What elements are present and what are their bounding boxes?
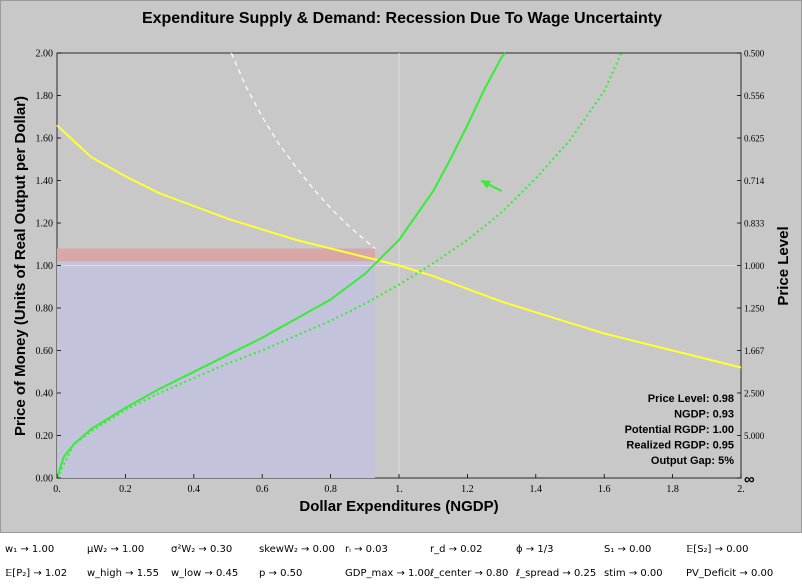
x-axis-title: Dollar Expenditures (NGDP) <box>299 498 498 515</box>
x-tick-label: 0.8 <box>324 484 337 495</box>
y2-tick-label: 5.000 <box>744 431 765 441</box>
y2-tick-label: 0.833 <box>744 219 765 229</box>
stat-ngdp: NGDP: 0.93 <box>674 409 734 421</box>
parameter-1-3: p → 0.50 <box>259 568 303 579</box>
x-tick-label: 0.4 <box>188 484 201 495</box>
y-tick-label: 1.20 <box>36 219 54 230</box>
y2-tick-label: 0.500 <box>744 49 765 59</box>
x-tick-label: 1.8 <box>666 484 679 495</box>
y-tick-label: 0.60 <box>36 346 54 357</box>
x-tick-label: 1. <box>395 484 403 495</box>
parameter-1-2: w_low → 0.45 <box>171 568 239 579</box>
parameter-0-5: r_d → 0.02 <box>430 544 483 555</box>
y2-tick-label: 0.625 <box>744 134 765 144</box>
parameter-0-2: σ²W₂ → 0.30 <box>171 544 233 555</box>
x-tick-label: 1.6 <box>598 484 611 495</box>
y-tick-label: 1.00 <box>36 261 54 272</box>
stat-output-gap: Output Gap: 5% <box>651 455 734 467</box>
y2-tick-label: 0.714 <box>744 176 765 186</box>
shaded-gap-region <box>57 248 376 262</box>
parameter-1-7: stim → 0.00 <box>604 568 663 579</box>
parameter-0-6: ϕ → 1/3 <box>516 544 554 555</box>
x-tick-label: 0.6 <box>256 484 269 495</box>
y2-tick-label: 1.250 <box>744 304 765 314</box>
parameter-0-0: w₁ → 1.00 <box>5 544 55 555</box>
parameter-0-1: μW₂ → 1.00 <box>87 544 145 555</box>
parameter-0-4: rᵢ → 0.03 <box>345 544 388 555</box>
y2-tick-label: ∞ <box>744 471 755 488</box>
y-tick-label: 1.40 <box>36 176 54 187</box>
parameter-panel: w₁ → 1.00 μW₂ → 1.00 σ²W₂ → 0.30 skewW₂ → 0… <box>0 534 802 588</box>
y2-tick-label: 1.000 <box>744 261 765 271</box>
shift-arrow-head <box>481 180 492 189</box>
parameter-0-8: 𝔼[S₂] → 0.00 <box>686 544 749 555</box>
parameter-1-4: GDP_max → 1.00 <box>345 568 431 579</box>
stat-price-level: Price Level: 0.98 <box>648 393 734 405</box>
y2-tick-label: 1.667 <box>744 346 765 356</box>
y-tick-label: 1.60 <box>36 134 54 145</box>
y2-tick-label: 2.500 <box>744 389 765 399</box>
chart-svg: Expenditure Supply & Demand: Recession D… <box>12 10 792 515</box>
series-line-4 <box>230 52 376 249</box>
y-tick-label: 0.00 <box>36 474 54 485</box>
shaded-expenditure-region <box>57 261 376 478</box>
parameter-0-7: S₁ → 0.00 <box>604 544 652 555</box>
y-tick-label: 1.80 <box>36 91 54 102</box>
y2-tick-label: 0.556 <box>744 91 765 101</box>
parameter-1-1: w_high → 1.55 <box>87 568 159 579</box>
parameter-1-6: ℓ_spread → 0.25 <box>516 568 597 579</box>
series-line-2 <box>56 52 506 479</box>
stat-potential-rgdp: Potential RGDP: 1.00 <box>625 424 734 436</box>
y-tick-label: 0.40 <box>36 389 54 400</box>
y-tick-label: 0.80 <box>36 304 54 315</box>
y-tick-label: 0.20 <box>36 431 54 442</box>
stat-realized-rgdp: Realized RGDP: 0.95 <box>626 440 734 452</box>
y2-axis-title: Price Level <box>775 226 792 305</box>
x-tick-label: 1.2 <box>461 484 474 495</box>
plot-area: 0. 0.2 0.4 0.6 0.8 1. 1.2 1.4 1.6 1.8 2. 0.00 0.20 0.… <box>36 49 765 496</box>
parameter-1-5: ℓ_center → 0.80 <box>430 568 509 579</box>
parameter-1-0: 𝔼[P₂] → 1.02 <box>5 568 68 579</box>
x-tick-label: 0.2 <box>119 484 132 495</box>
y-axis-title: Price of Money (Units of Real Output per… <box>12 96 29 436</box>
chart-frame: Expenditure Supply & Demand: Recession D… <box>0 0 802 533</box>
parameter-1-8: PV_Deficit → 0.00 <box>686 568 774 579</box>
x-tick-label: 2. <box>737 484 745 495</box>
y-tick-label: 2.00 <box>36 49 54 60</box>
chart-title: Expenditure Supply & Demand: Recession D… <box>142 10 662 27</box>
x-tick-label: 1.4 <box>530 484 543 495</box>
series-line-1 <box>56 124 742 369</box>
x-tick-label: 0. <box>53 484 61 495</box>
parameter-0-3: skewW₂ → 0.00 <box>259 544 335 555</box>
